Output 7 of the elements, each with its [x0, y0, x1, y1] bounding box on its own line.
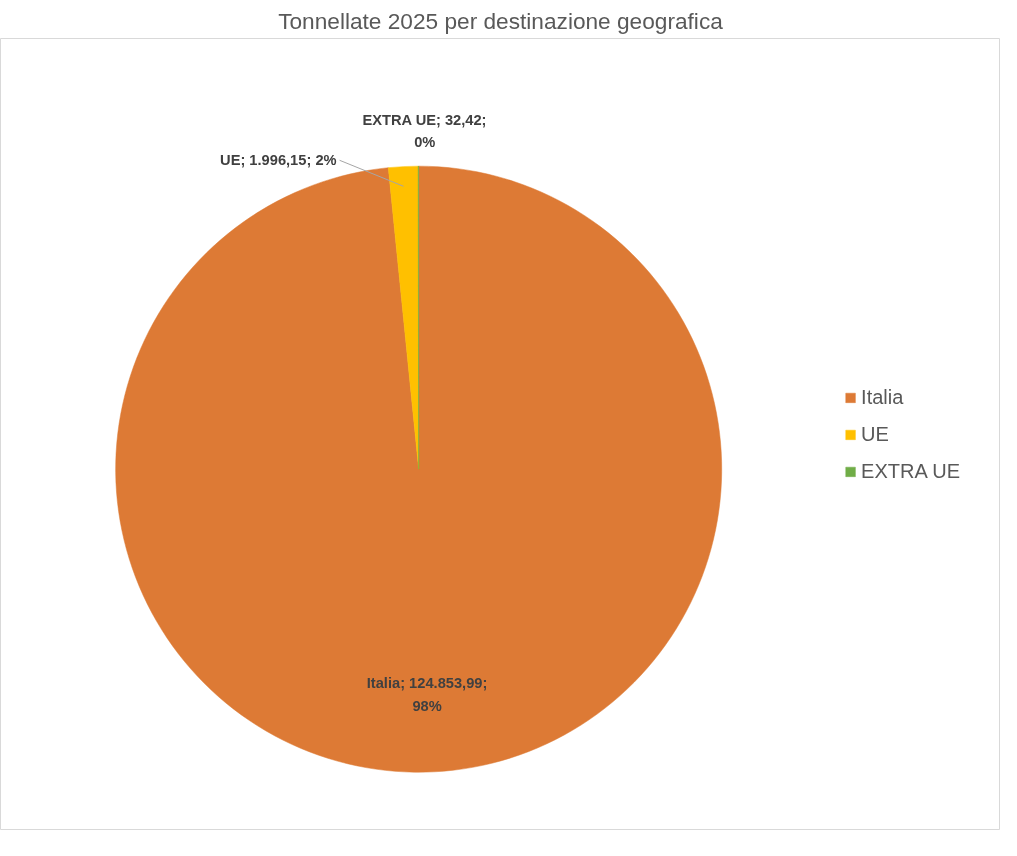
data-label: Italia; 124.853,99; 98%: [366, 675, 488, 714]
legend-label: EXTRA UE: [861, 459, 960, 483]
data-label: UE; 1.996,15; 2%: [220, 152, 337, 169]
legend-label: UE: [861, 422, 889, 446]
chart-title: Tonnellate 2025 per destinazione geografica: [278, 7, 724, 34]
legend-label: Italia: [861, 385, 904, 409]
data-label: EXTRA UE; 32,42; 0%: [362, 111, 487, 151]
